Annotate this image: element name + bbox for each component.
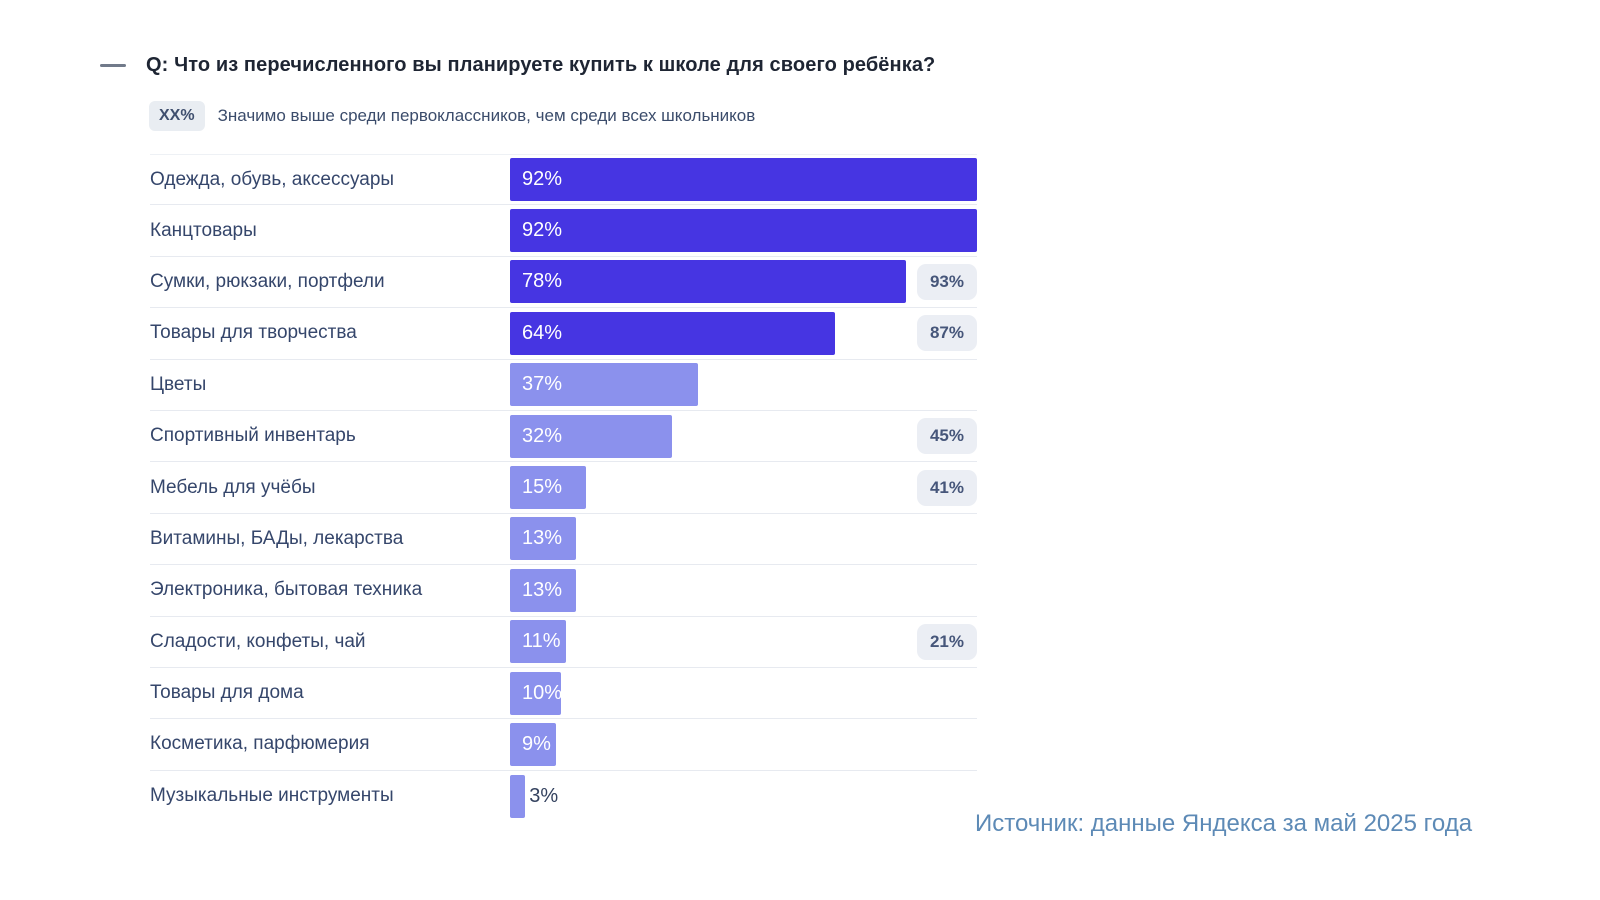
bar-track: 9% (510, 722, 977, 766)
value-bar: 92% (510, 158, 977, 202)
value-bar: 11% (510, 620, 566, 664)
value-bar: 92% (510, 209, 977, 253)
header: Q: Что из перечисленного вы планируете к… (100, 54, 935, 77)
page-title: Q: Что из перечисленного вы планируете к… (146, 54, 936, 76)
value-bar: 64% (510, 311, 835, 355)
category-label: Сумки, рюкзаки, портфели (150, 270, 385, 292)
bar-value-label: 78% (522, 270, 563, 293)
bar-chart: Одежда, обувь, аксессуары 92% Канцтовары 92… (150, 154, 977, 822)
chart-row: Сумки, рюкзаки, портфели 78% 93% (150, 257, 977, 309)
chart-row: Товары для дома 10% (150, 668, 977, 720)
value-bar: 13% (510, 517, 576, 561)
source-note: Источник: данные Яндекса за май 2025 год… (975, 810, 1473, 837)
bar-track: 13% (510, 517, 977, 561)
category-label: Музыкальные инструменты (150, 785, 394, 807)
category-label: Косметика, парфюмерия (150, 733, 370, 755)
bar-track: 13% (510, 568, 977, 612)
chart-row: Сладости, конфеты, чай 11% 21% (150, 617, 977, 668)
chart-row: Цветы 37% (150, 360, 977, 411)
chart-row: Одежда, обувь, аксессуары 92% (150, 154, 977, 206)
first-grader-badge: 45% (916, 418, 977, 455)
value-bar: 32% (510, 414, 673, 458)
chart-row: Товары для творчества 64% 87% (150, 308, 977, 360)
bar-track: 32% 45% (510, 414, 977, 458)
value-bar: 78% (510, 260, 906, 304)
value-bar: 13% (510, 568, 576, 612)
category-label: Витамины, БАДы, лекарства (150, 527, 404, 549)
value-bar: 15% (510, 466, 587, 510)
title-dash-icon (100, 64, 126, 67)
category-label: Спортивный инвентарь (150, 425, 356, 447)
category-label: Одежда, обувь, аксессуары (150, 168, 395, 190)
value-bar: 10% (510, 671, 563, 715)
bar-value-label: 92% (522, 168, 563, 191)
chart-row: Электроника, бытовая техника 13% (150, 565, 977, 617)
bar-value-label: 15% (522, 476, 563, 499)
bar-track: 15% 41% (510, 466, 977, 510)
bar-value-label: 92% (522, 219, 563, 242)
bar-value-label: 64% (522, 321, 563, 344)
bar-track: 10% (510, 671, 977, 715)
category-label: Мебель для учёбы (150, 476, 316, 498)
chart-row: Витамины, БАДы, лекарства 13% (150, 514, 977, 566)
category-label: Цветы (150, 373, 207, 395)
chart-row: Мебель для учёбы 15% 41% (150, 462, 977, 514)
chart-row: Музыкальные инструменты 3% (150, 771, 977, 822)
first-grader-badge: 21% (916, 623, 977, 660)
value-bar: 9% (510, 722, 556, 766)
category-label: Канцтовары (150, 219, 257, 241)
legend-text: Значимо выше среди первоклассников, чем … (217, 106, 756, 125)
bar-track: 11% 21% (510, 620, 977, 664)
category-label: Товары для дома (150, 682, 304, 704)
value-bar: 37% (510, 363, 698, 407)
chart-row: Канцтовары 92% (150, 205, 977, 257)
bar-value-label: 32% (522, 424, 563, 447)
bar-value-label: 9% (522, 732, 551, 755)
first-grader-badge: 93% (916, 263, 977, 300)
bar-track: 3% (510, 774, 977, 818)
chart-row: Косметика, парфюмерия 9% (150, 719, 977, 771)
bar-value-label: 10% (522, 681, 563, 704)
bar-value-label: 3% (529, 784, 559, 807)
bar-value-label: 13% (522, 578, 563, 601)
bar-track: 92% (510, 158, 977, 202)
category-label: Электроника, бытовая техника (150, 579, 423, 601)
bar-value-label: 13% (522, 527, 563, 550)
category-label: Сладости, конфеты, чай (150, 630, 366, 652)
bar-track: 92% (510, 209, 977, 253)
first-grader-badge: 87% (916, 315, 977, 352)
legend-badge: XX% (149, 101, 205, 131)
chart-row: Спортивный инвентарь 32% 45% (150, 411, 977, 463)
bar-track: 78% 93% (510, 260, 977, 304)
value-bar (510, 774, 526, 818)
first-grader-badge: 41% (916, 469, 977, 506)
bar-value-label: 11% (522, 630, 561, 653)
legend: XX% Значимо выше среди первоклассников, … (149, 101, 755, 131)
bar-track: 37% (510, 363, 977, 407)
bar-value-label: 37% (522, 373, 563, 396)
category-label: Товары для творчества (150, 322, 357, 344)
bar-track: 64% 87% (510, 311, 977, 355)
